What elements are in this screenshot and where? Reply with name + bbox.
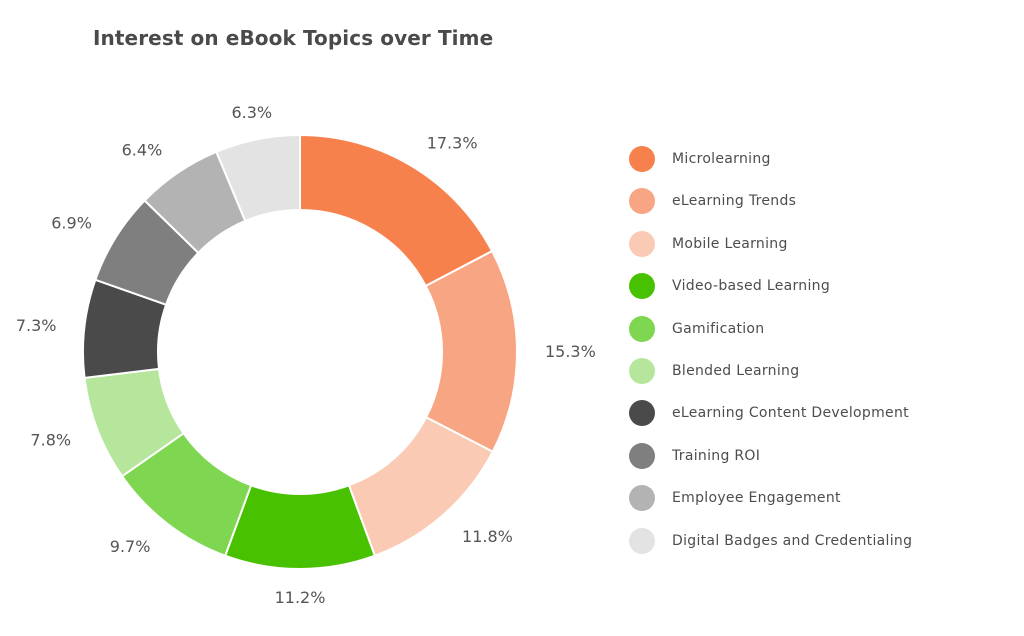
legend-swatch-icon bbox=[629, 230, 655, 257]
slice-percent-label: 15.3% bbox=[545, 342, 596, 361]
slice-percent-label: 6.9% bbox=[51, 214, 92, 233]
legend-swatch-icon bbox=[629, 527, 655, 554]
legend-label: eLearning Content Development bbox=[672, 405, 909, 422]
legend-item: Microlearning bbox=[629, 146, 912, 172]
slice-percent-label: 7.3% bbox=[16, 316, 57, 335]
legend-swatch-icon bbox=[629, 485, 655, 512]
legend-label: Gamification bbox=[672, 320, 765, 337]
slice-percent-label: 9.7% bbox=[110, 537, 151, 556]
legend-label: Digital Badges and Credentialing bbox=[672, 532, 913, 549]
legend-label: Microlearning bbox=[672, 151, 771, 167]
legend-swatch-icon bbox=[629, 315, 655, 342]
legend-label: Employee Engagement bbox=[672, 490, 841, 507]
legend-item: eLearning Content Development bbox=[629, 400, 912, 427]
legend-swatch-icon bbox=[629, 442, 655, 469]
legend-label: Blended Learning bbox=[672, 362, 800, 379]
legend-label: Training ROI bbox=[672, 447, 761, 464]
legend-swatch-icon bbox=[629, 400, 655, 427]
legend-label: Mobile Learning bbox=[672, 235, 788, 252]
legend-swatch-icon bbox=[629, 188, 655, 215]
slice-percent-label: 6.3% bbox=[231, 103, 272, 122]
donut-slice bbox=[424, 249, 518, 454]
legend-item: eLearning Trends bbox=[629, 188, 912, 215]
slice-percent-label: 7.8% bbox=[30, 430, 71, 449]
donut-chart: 17.3% 15.3% 11.8% 11.2% 9.7% 7.8% 7.3% 6.9% 6.4%… bbox=[16, 103, 596, 607]
slice-percent-label: 6.4% bbox=[122, 140, 163, 159]
slice-percent-label: 11.2% bbox=[275, 588, 326, 607]
legend-item: Employee Engagement bbox=[629, 485, 912, 512]
donut-slice bbox=[223, 484, 377, 570]
legend-swatch-icon bbox=[629, 273, 655, 300]
legend-swatch-icon bbox=[629, 357, 655, 384]
legend-item: Gamification bbox=[629, 315, 912, 342]
legend-item: Blended Learning bbox=[629, 357, 912, 384]
legend: Microlearning eLearning Trends Mobile Le… bbox=[629, 146, 912, 570]
legend-item: Mobile Learning bbox=[629, 230, 912, 257]
legend-item: Digital Badges and Credentialing bbox=[629, 527, 913, 554]
slice-percent-label: 17.3% bbox=[427, 133, 478, 152]
donut-slice bbox=[299, 133, 494, 288]
chart-title: Interest on eBook Topics over Time bbox=[93, 26, 494, 50]
slice-percent-label: 11.8% bbox=[462, 527, 513, 546]
legend-item: Training ROI bbox=[629, 442, 912, 469]
legend-label: eLearning Trends bbox=[672, 193, 797, 210]
donut-slice bbox=[215, 133, 301, 223]
legend-item: Video-based Learning bbox=[629, 273, 912, 300]
legend-label: Video-based Learning bbox=[672, 278, 831, 295]
legend-swatch-icon bbox=[629, 146, 655, 172]
